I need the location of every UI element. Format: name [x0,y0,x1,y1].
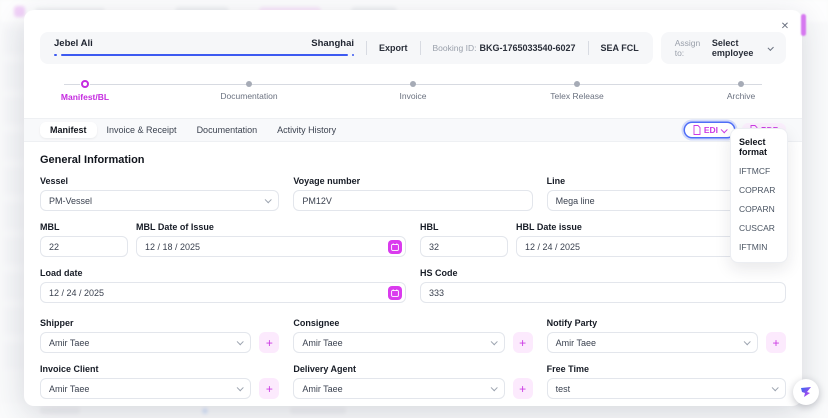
booking-id-label: Booking ID: [432,43,477,53]
mbl-input[interactable] [49,241,119,252]
add-shipper-button[interactable]: + [259,332,280,353]
hbl-input[interactable] [429,241,499,252]
assign-employee-select[interactable]: Select employee [712,38,774,58]
assign-card: Assign to: Select employee [660,32,786,64]
chat-widget-icon [801,387,811,397]
chevron-down-icon [767,44,774,51]
chevron-down-icon [490,338,498,346]
delivery-agent-select[interactable]: Amir Taee [293,378,505,399]
step-dot [410,81,416,87]
step-dot [738,81,744,87]
step-manifest-bl[interactable]: Manifest/BL [50,80,120,106]
calendar-icon[interactable] [388,286,402,300]
destination-port: Shanghai [311,38,354,49]
mbl-date-field: MBL Date of Issue [136,222,406,257]
step-dot [246,81,252,87]
workflow-stepper: Manifest/BL Documentation Invoice Telex … [50,80,776,106]
chat-widget-button[interactable] [793,379,819,405]
chevron-down-icon [743,338,751,346]
tab-activity-history[interactable]: Activity History [277,125,337,135]
consignee-field: Consignee Amir Taee + [293,318,533,353]
notify-party-field: Notify Party Amir Taee + [546,318,786,353]
shipper-field: Shipper Amir Taee + [40,318,280,353]
origin-port: Jebel Ali [54,38,93,49]
mbl-date-input[interactable] [145,241,397,252]
route-progress-line [54,53,354,56]
format-option-iftmcf[interactable]: IFTMCF [739,165,771,176]
line-field: Line Mega line [546,176,786,211]
general-information-form: Vessel PM-Vessel Voyage number Line Mega… [40,176,786,399]
hs-code-field: HS Code [420,268,786,303]
hbl-field: HBL [420,222,508,257]
chevron-down-icon [771,384,779,392]
load-date-input[interactable] [49,287,397,298]
assign-label: Assign to: [674,38,701,58]
step-telex-release[interactable]: Telex Release [542,80,612,106]
free-time-select[interactable]: test [546,378,786,399]
format-option-coprar[interactable]: COPRAR [739,184,776,195]
step-dot [81,80,89,88]
step-invoice[interactable]: Invoice [378,80,448,106]
chevron-down-icon [490,384,498,392]
consignee-select[interactable]: Amir Taee [293,332,505,353]
booking-detail-modal: ✕ Jebel Ali Shanghai Export Booking ID: B… [24,10,802,406]
direction-badge: Export [379,43,408,53]
scroll-indicator [801,14,806,36]
chevron-down-icon [720,125,728,133]
edi-export-button[interactable]: EDI [684,123,734,137]
booking-summary-row: Jebel Ali Shanghai Export Booking ID: BKG… [40,32,786,64]
step-documentation[interactable]: Documentation [214,80,284,106]
format-option-iftmin[interactable]: IFTMIN [739,241,768,252]
invoice-client-select[interactable]: Amir Taee [40,378,252,399]
hbl-date-input[interactable] [525,241,777,252]
document-icon [693,125,701,135]
delivery-agent-field: Delivery Agent Amir Taee + [293,364,533,399]
add-invoice-client-button[interactable]: + [259,378,280,399]
vessel-field: Vessel PM-Vessel [40,176,280,211]
load-date-field: Load date [40,268,406,303]
chevron-down-icon [264,196,273,204]
voyage-number-input[interactable] [302,195,524,206]
mode-badge: SEA FCL [600,43,639,53]
mbl-field: MBL [40,222,128,257]
tab-bar: Manifest Invoice & Receipt Documentation… [24,118,802,142]
add-consignee-button[interactable]: + [512,332,533,353]
invoice-client-field: Invoice Client Amir Taee + [40,364,280,399]
close-icon[interactable]: ✕ [780,20,790,32]
booking-id: Booking ID: BKG-1765033540-6027 [432,43,576,53]
step-archive[interactable]: Archive [706,80,776,106]
notify-party-select[interactable]: Amir Taee [546,332,758,353]
hs-code-input[interactable] [429,287,777,298]
chevron-down-icon [236,384,245,392]
voyage-number-field: Voyage number [293,176,533,211]
format-option-coparn[interactable]: COPARN [739,203,775,214]
dropdown-title: Select format [739,137,768,157]
add-notify-party-button[interactable]: + [765,332,786,353]
vessel-select[interactable]: PM-Vessel [40,190,280,211]
chevron-down-icon [236,338,245,346]
tab-invoice-receipt[interactable]: Invoice & Receipt [106,125,177,135]
route-indicator: Jebel Ali Shanghai [54,38,354,58]
section-title: General Information [40,154,145,166]
edi-format-dropdown: Select format IFTMCF COPRAR COPARN CUSCA… [730,128,788,263]
step-dot [574,81,580,87]
free-time-field: Free Time test [546,364,786,399]
add-delivery-agent-button[interactable]: + [512,378,533,399]
route-origin-dot [54,53,57,56]
booking-summary-card: Jebel Ali Shanghai Export Booking ID: BKG… [40,32,653,64]
format-option-cuscar[interactable]: CUSCAR [739,222,775,233]
route-destination-dot [351,53,354,56]
tab-manifest[interactable]: Manifest [40,122,97,138]
tab-documentation[interactable]: Documentation [196,125,258,135]
calendar-icon[interactable] [388,240,402,254]
shipper-select[interactable]: Amir Taee [40,332,252,353]
